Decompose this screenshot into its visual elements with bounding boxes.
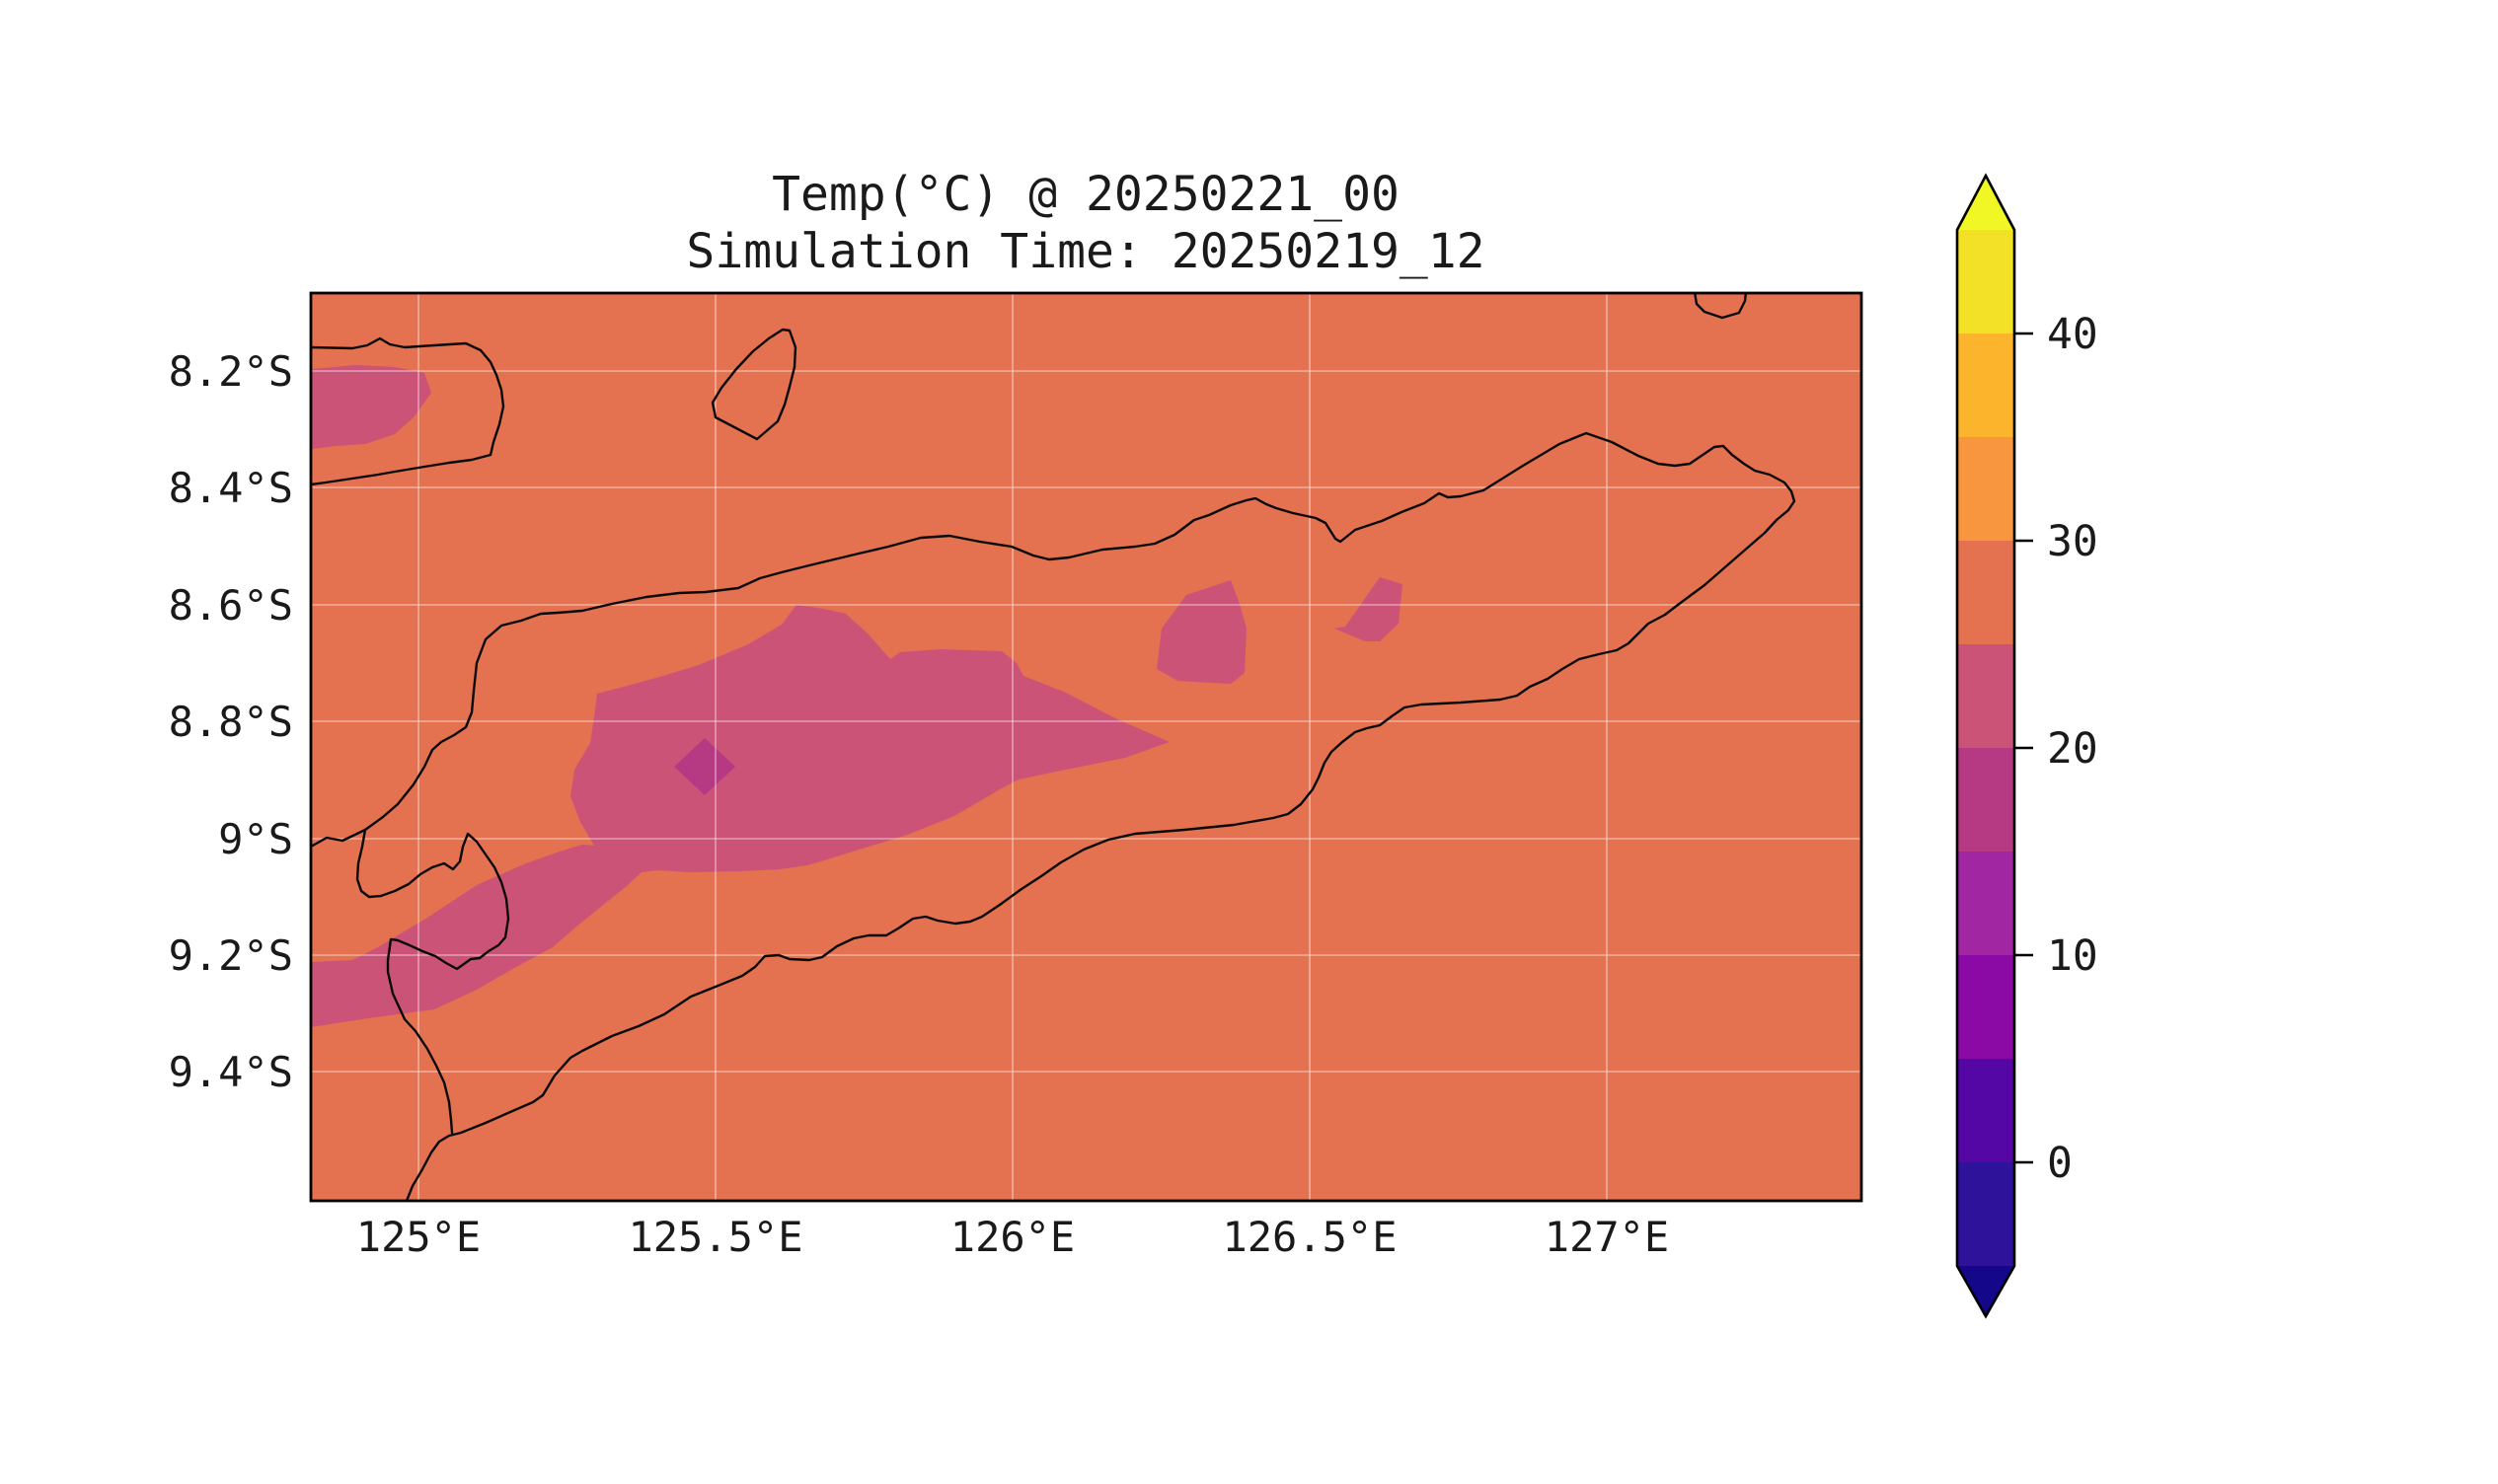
latitude-gridlines — [311, 370, 1861, 1073]
colorbar-tick-labels: 40 30 20 10 0 — [2047, 310, 2098, 1188]
colorbar-segment-35-40 — [1957, 334, 2014, 437]
x-tick-125-5e: 125.5°E — [628, 1213, 802, 1261]
colorbar-label-20: 20 — [2047, 724, 2098, 774]
atauro-island-coastline — [711, 328, 797, 441]
temp-band-20-25-patch-east1 — [1157, 580, 1247, 684]
northeast-island-fragment-coastline — [1693, 293, 1748, 320]
y-axis-tick-labels: 8.2°S 8.4°S 8.6°S 8.8°S 9°S 9.2°S 9.4°S — [169, 347, 293, 1096]
colorbar-segment-40-45 — [1957, 230, 2014, 334]
colorbar-outline — [1955, 173, 2016, 1319]
colorbar-segment-25-30 — [1957, 541, 2014, 644]
x-tick-127e: 127°E — [1545, 1213, 1669, 1261]
chart-title: Temp(°C) @ 20250221_00 — [772, 167, 1400, 222]
x-tick-126e: 126°E — [950, 1213, 1075, 1261]
colorbar-label-10: 10 — [2047, 931, 2098, 981]
longitude-gridlines — [417, 293, 1608, 1201]
colorbar-label-30: 30 — [2047, 517, 2098, 566]
colorbar-label-40: 40 — [2047, 310, 2098, 359]
plot-frame — [309, 291, 1863, 1203]
y-tick-9-4s: 9.4°S — [169, 1048, 293, 1096]
colorbar-segment-5-10 — [1957, 955, 2014, 1059]
y-tick-8-2s: 8.2°S — [169, 347, 293, 396]
map-plot-area — [311, 293, 1861, 1201]
y-tick-9-2s: 9.2°S — [169, 931, 293, 980]
x-tick-126-5e: 126.5°E — [1222, 1213, 1397, 1261]
colorbar-segment-30-35 — [1957, 437, 2014, 541]
temp-band-20-25-patch-east2 — [1334, 577, 1402, 641]
x-tick-125e: 125°E — [356, 1213, 481, 1261]
chart-subtitle: Simulation Time: 20250219_12 — [686, 224, 1484, 279]
temp-band-15-20-diamond — [674, 738, 735, 795]
timor-main-coastline — [311, 431, 1796, 1201]
colorbar-segment-10-15 — [1957, 852, 2014, 955]
alor-island-coastline — [311, 336, 505, 486]
colorbar-segment-15-20 — [1957, 748, 2014, 852]
colorbar-segment-20-25 — [1957, 644, 2014, 748]
colorbar-over-arrow — [1957, 176, 2014, 230]
temp-band-20-25-alor-patch — [312, 365, 431, 449]
colorbar-segment-m5-0 — [1957, 1162, 2014, 1266]
y-tick-9s: 9°S — [218, 815, 293, 863]
x-axis-tick-labels: 125°E 125.5°E 126°E 126.5°E 127°E — [356, 1213, 1669, 1261]
timor-southwest-bay-coastline — [355, 828, 510, 1135]
y-tick-8-4s: 8.4°S — [169, 464, 293, 512]
colorbar-under-arrow — [1957, 1266, 2014, 1316]
colorbar-label-0: 0 — [2047, 1139, 2073, 1188]
colorbar-ticks — [2014, 332, 2033, 1164]
colorbar: 40 30 20 10 0 — [1955, 173, 2098, 1319]
temp-band-20-25-central-highlands — [312, 605, 1170, 1027]
y-tick-8-6s: 8.6°S — [169, 581, 293, 630]
y-tick-8-8s: 8.8°S — [169, 698, 293, 746]
colorbar-segment-0-5 — [1957, 1059, 2014, 1162]
